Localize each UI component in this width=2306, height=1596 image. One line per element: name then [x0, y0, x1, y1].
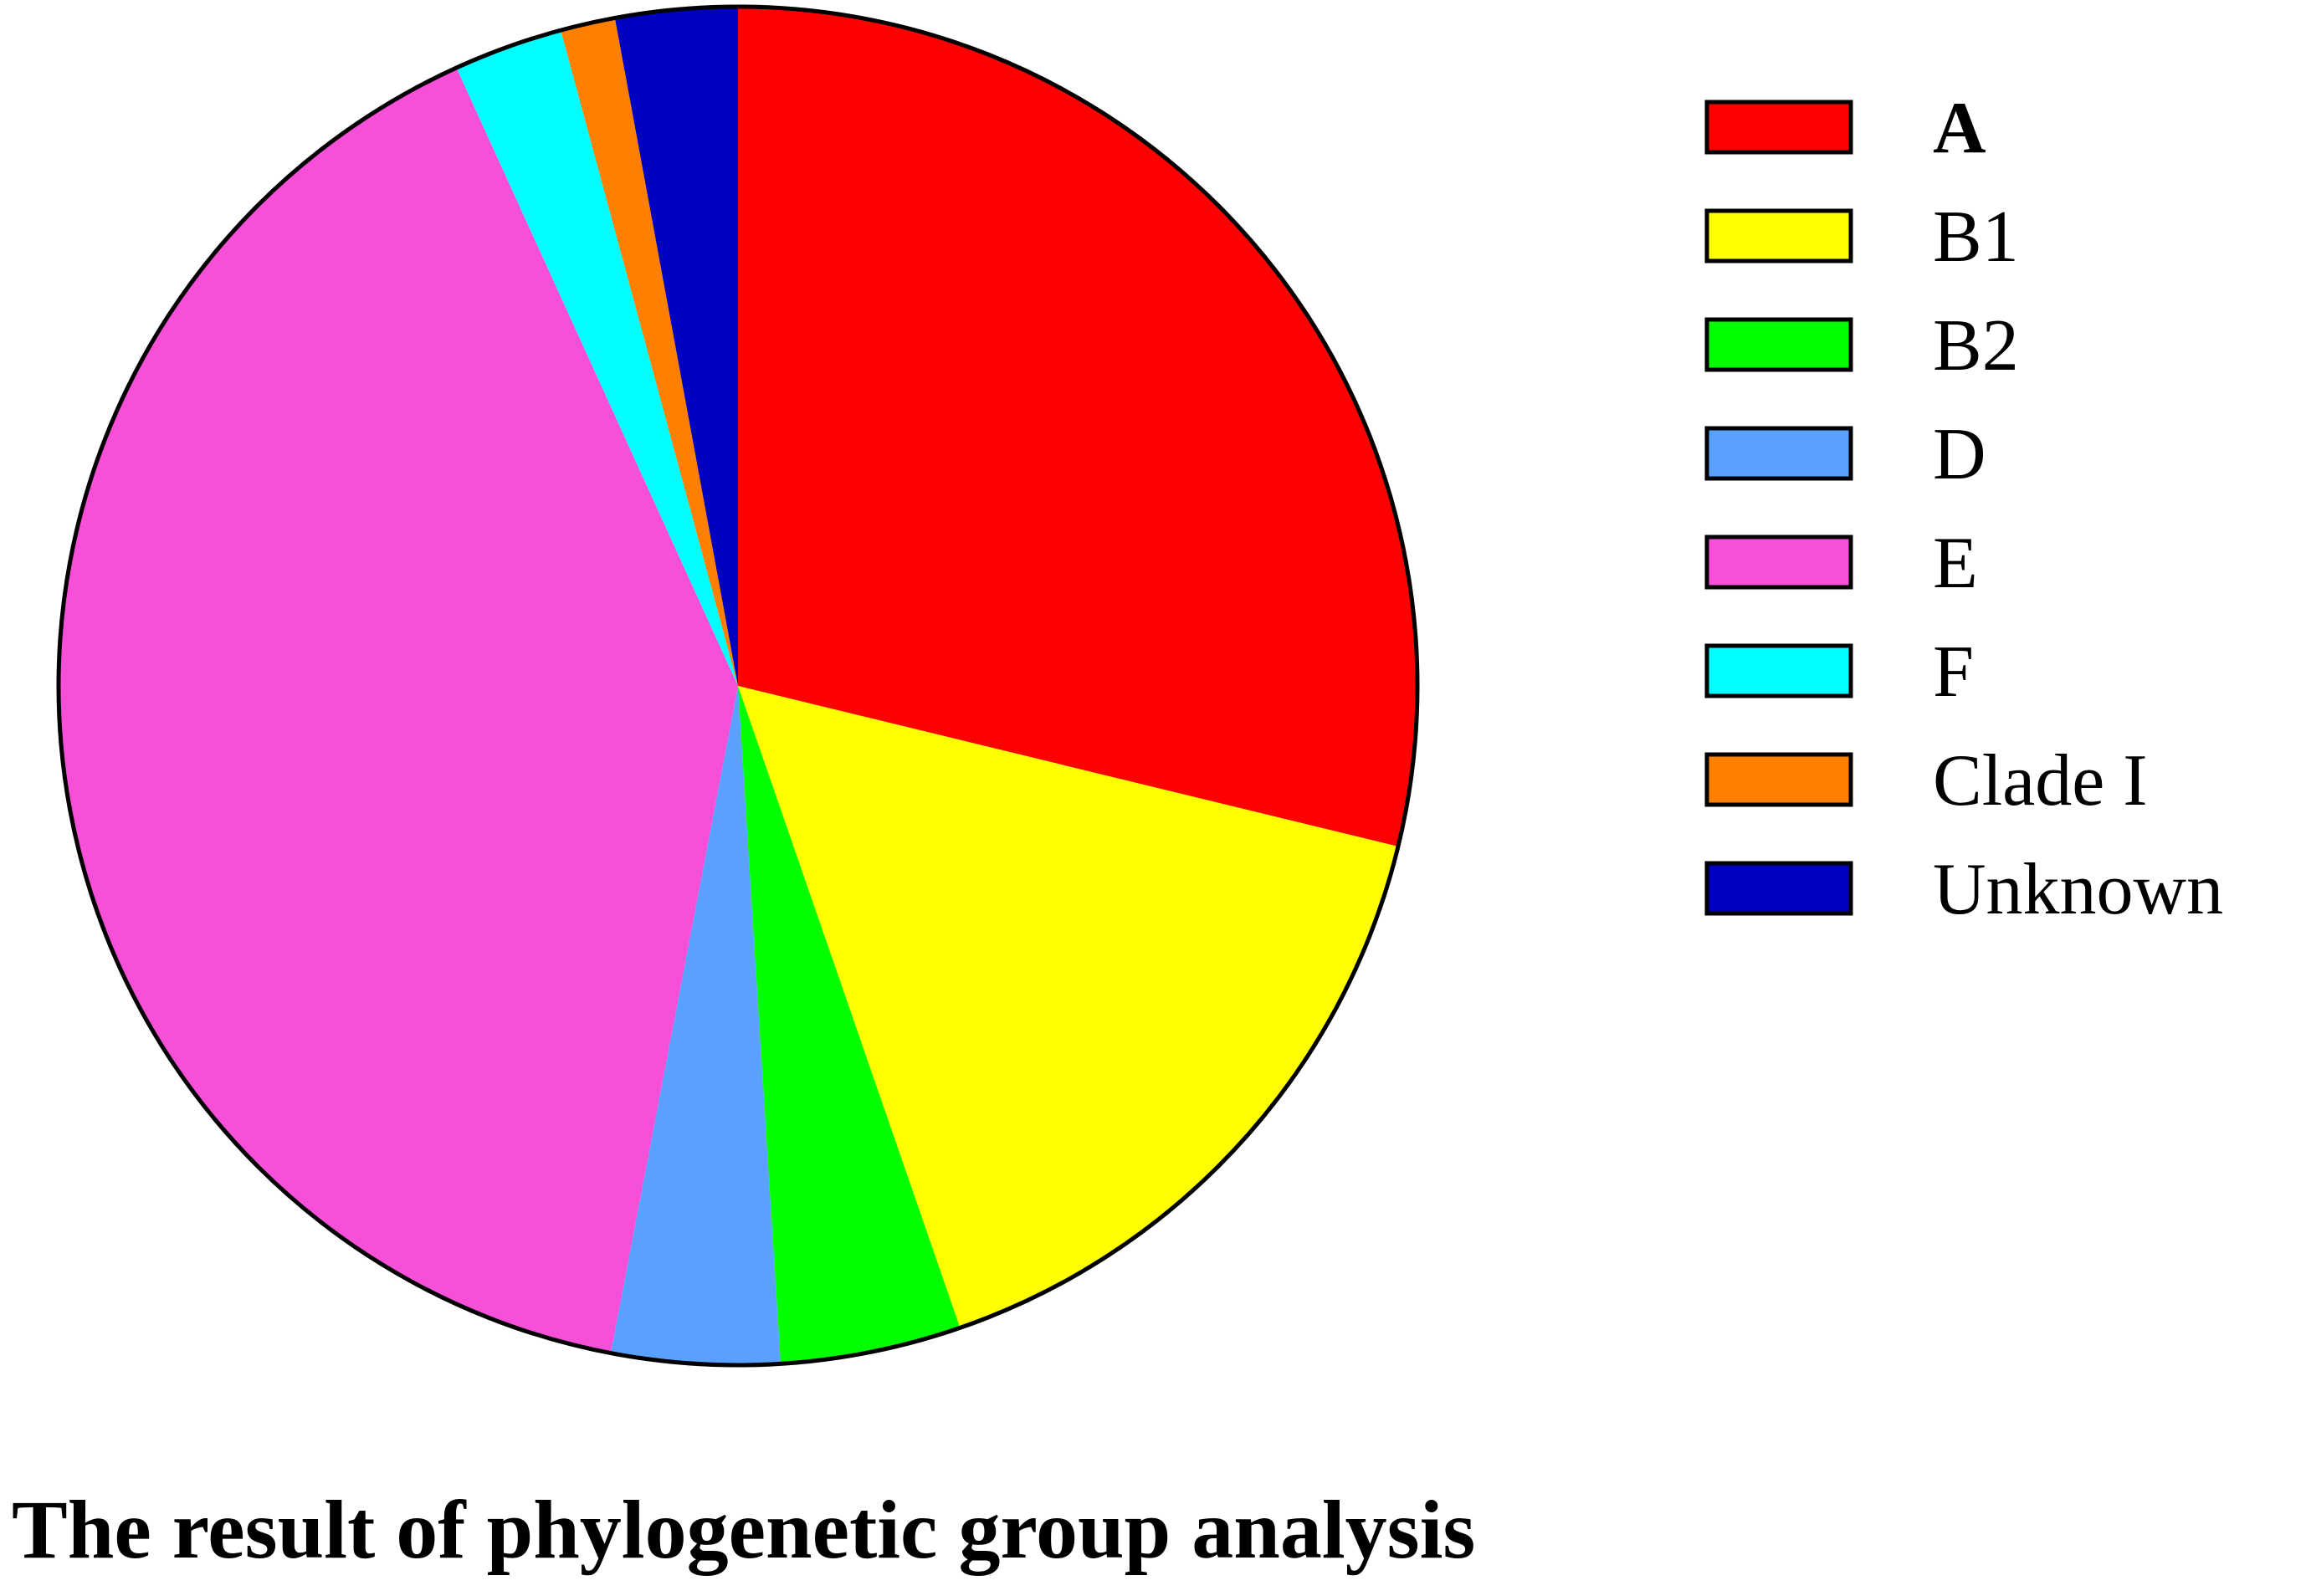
pie-slices: [59, 6, 1417, 1365]
legend-item-e: E: [1704, 523, 1978, 604]
pie-slice-clade-i: [561, 18, 738, 686]
legend-label: F: [1933, 632, 1974, 713]
legend-swatch: [1704, 208, 1853, 263]
chart-title: The result of phylogenetic group analysi…: [12, 1483, 1475, 1576]
legend-swatch: [1704, 426, 1853, 481]
legend-item-f: F: [1704, 632, 1974, 713]
legend-label: E: [1933, 523, 1978, 604]
legend-item-d: D: [1704, 414, 1986, 495]
legend: A B1 B2 DEF Clade I Unknown: [1704, 88, 2223, 930]
pie-outline: [56, 4, 1420, 1368]
pie-slice-f: [456, 30, 738, 686]
legend-label: B1: [1933, 197, 2019, 278]
legend-swatch: [1704, 752, 1853, 807]
legend-item-unknown: Unknown: [1704, 849, 2223, 930]
legend-label: Clade I: [1933, 740, 2148, 821]
pie-slice-e: [59, 67, 739, 1353]
legend-swatch: [1704, 643, 1853, 698]
legend-label: A: [1933, 88, 1986, 169]
legend-item-b1: B1: [1704, 197, 2019, 278]
legend-label: B2: [1933, 305, 2019, 386]
legend-item-clade-i: Clade I: [1704, 740, 2148, 821]
pie-slice-d: [610, 686, 781, 1365]
pie-slice-b2: [738, 686, 961, 1364]
legend-swatch: [1704, 100, 1853, 155]
pie-slice-b1: [738, 686, 1398, 1328]
legend-swatch: [1704, 535, 1853, 590]
pie-slice-unknown: [614, 6, 738, 686]
legend-label: D: [1933, 414, 1986, 495]
legend-item-b2: B2: [1704, 305, 2019, 386]
legend-swatch: [1704, 317, 1853, 372]
legend-item-a: A: [1704, 88, 1986, 169]
pie-slice-a: [738, 7, 1417, 847]
legend-label: Unknown: [1933, 849, 2223, 930]
legend-swatch: [1704, 861, 1853, 916]
